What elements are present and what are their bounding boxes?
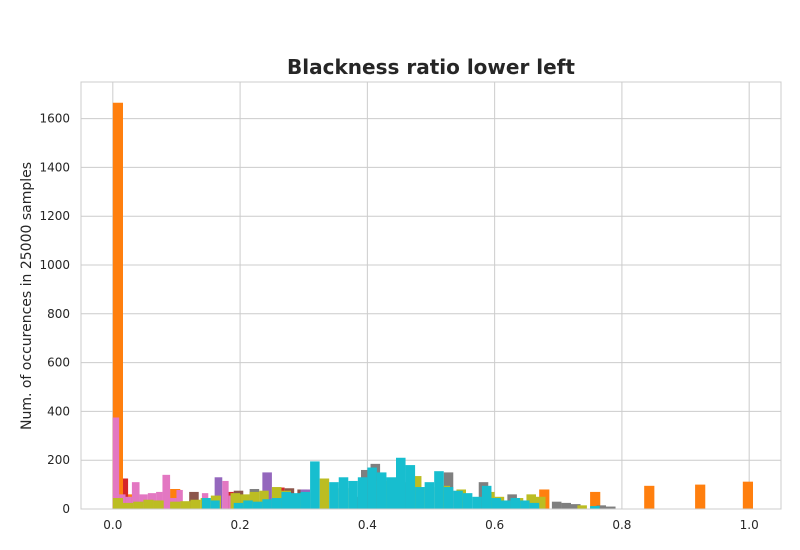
bar-olive (143, 499, 154, 509)
bar-pink (131, 482, 140, 509)
bar-pink (162, 474, 171, 509)
bar-gray (596, 505, 606, 509)
bars (112, 102, 753, 510)
bar-cyan (357, 477, 368, 509)
bar-red (123, 478, 129, 509)
bar-gray (606, 506, 616, 509)
x-tick-label: 0.8 (612, 518, 631, 532)
bar-cyan (481, 485, 492, 509)
bar-orange (742, 481, 753, 509)
y-tick-label: 1600 (39, 112, 70, 126)
bar-gray (561, 502, 571, 509)
bar-cyan (348, 480, 358, 509)
bar-cyan (396, 457, 406, 509)
bar-cyan (233, 502, 244, 509)
bar-gray (551, 501, 562, 509)
bar-cyan (262, 499, 272, 509)
plot-background (81, 82, 781, 509)
x-tick-labels: 0.0 0.2 0.4 0.6 0.8 1.0 (103, 518, 758, 532)
y-tick-label: 800 (47, 307, 70, 321)
bar-cyan (252, 501, 263, 509)
bar-olive (536, 496, 546, 509)
y-tick-label: 0 (62, 502, 70, 516)
bar-cyan (405, 465, 416, 509)
bar-gray (571, 504, 581, 509)
bar-cyan (434, 471, 444, 509)
x-tick-label: 0.2 (231, 518, 250, 532)
bar-cyan (271, 498, 282, 509)
plot-frame (80, 81, 782, 510)
bar-cyan (424, 482, 435, 509)
bar-cyan (462, 493, 473, 509)
bar-olive (133, 501, 144, 509)
bar-cyan (443, 487, 454, 509)
bar-cyan (338, 477, 349, 509)
bar-olive (230, 493, 241, 509)
y-tick-label: 1200 (39, 209, 70, 223)
bar-cyan (291, 493, 301, 509)
bar-olive (190, 499, 201, 509)
bar-cyan (300, 491, 311, 509)
y-tick-label: 200 (47, 453, 70, 467)
bar-cyan (453, 490, 463, 509)
bar-olive (577, 505, 587, 509)
bar-olive (180, 501, 191, 509)
bar-cyan (281, 491, 291, 509)
y-axis-label: Num. of occurences in 25000 samples (19, 162, 35, 430)
bar-cyan (529, 502, 540, 509)
bar-cyan (415, 487, 425, 509)
y-tick-labels: 0 200 400 600 800 1000 1200 1400 1600 (39, 112, 70, 516)
bar-olive (112, 498, 123, 509)
bar-olive (170, 501, 181, 509)
x-tick-label: 1.0 (740, 518, 759, 532)
y-tick-label: 400 (47, 404, 70, 418)
bar-cyan (329, 482, 339, 509)
bar-olive (319, 478, 330, 509)
y-tick-label: 1000 (39, 258, 70, 272)
x-tick-label: 0.0 (103, 518, 122, 532)
bar-orange (112, 102, 123, 510)
bar-pink (112, 417, 120, 509)
y-tick-label: 1400 (39, 160, 70, 174)
bar-olive (249, 491, 260, 509)
bar-olive (123, 502, 134, 509)
bar-cyan (310, 461, 320, 509)
x-tick-label: 0.4 (358, 518, 377, 532)
x-tick-label: 0.6 (485, 518, 504, 532)
bar-cyan (501, 500, 511, 509)
bar-orange (695, 484, 706, 509)
bar-cyan (590, 506, 600, 509)
bar-cyan (520, 500, 530, 509)
bar-cyan (491, 498, 501, 509)
bar-pink (222, 480, 229, 509)
bar-orange (590, 491, 601, 509)
bar-olive (526, 494, 536, 509)
bar-olive (153, 500, 164, 509)
bar-cyan (386, 477, 396, 509)
bar-orange (644, 485, 655, 509)
bar-purple (214, 477, 223, 509)
bar-cyan (510, 498, 521, 509)
bar-cyan (376, 472, 387, 509)
bar-cyan (201, 498, 211, 509)
bar-cyan (243, 500, 253, 509)
bar-cyan (472, 496, 482, 509)
bar-cyan (210, 500, 220, 509)
bar-cyan (367, 467, 377, 509)
y-tick-label: 600 (47, 356, 70, 370)
chart-title: Blackness ratio lower left (287, 55, 575, 79)
bar-pink (176, 489, 183, 509)
grid (81, 82, 781, 510)
